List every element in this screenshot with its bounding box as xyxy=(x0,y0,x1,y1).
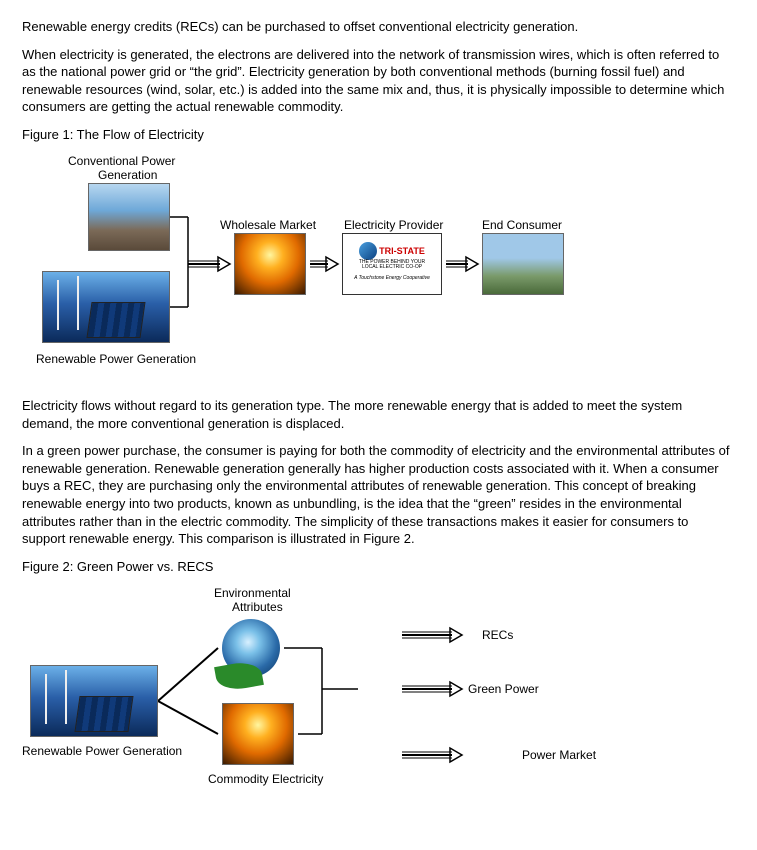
label-power-market: Power Market xyxy=(522,747,596,763)
img-renewable-power xyxy=(42,271,170,343)
intro-paragraph-2: When electricity is generated, the elect… xyxy=(22,46,735,116)
label-recs: RECs xyxy=(482,627,513,643)
label-green-power: Green Power xyxy=(468,681,539,697)
img-conventional-power xyxy=(88,183,170,251)
mid-paragraph-1: Electricity flows without regard to its … xyxy=(22,397,735,432)
figure-2-title: Figure 2: Green Power vs. RECS xyxy=(22,558,735,576)
intro-paragraph-1: Renewable energy credits (RECs) can be p… xyxy=(22,18,735,36)
label-commodity: Commodity Electricity xyxy=(208,771,323,787)
label-renewable-2: Renewable Power Generation xyxy=(22,743,182,759)
label-consumer: End Consumer xyxy=(482,217,562,233)
img-wholesale-market xyxy=(234,233,306,295)
figure-1-diagram: Conventional PowerGenerationWholesale Ma… xyxy=(22,153,732,383)
img-end-consumer xyxy=(482,233,564,295)
img-electricity-provider: TRI-STATETHE POWER BEHIND YOURLOCAL ELEC… xyxy=(342,233,442,295)
label-provider: Electricity Provider xyxy=(344,217,443,233)
figure-1-title: Figure 1: The Flow of Electricity xyxy=(22,126,735,144)
figure-2-diagram: EnvironmentalAttributesRenewable Power G… xyxy=(22,585,732,795)
label-wholesale: Wholesale Market xyxy=(220,217,316,233)
label-env-2: Attributes xyxy=(232,599,283,615)
mid-paragraph-2: In a green power purchase, the consumer … xyxy=(22,442,735,547)
label-conventional-2: Generation xyxy=(98,167,157,183)
label-renewable: Renewable Power Generation xyxy=(36,351,196,367)
img-renewable-power-2 xyxy=(30,665,158,737)
img-commodity-electricity xyxy=(222,703,294,765)
